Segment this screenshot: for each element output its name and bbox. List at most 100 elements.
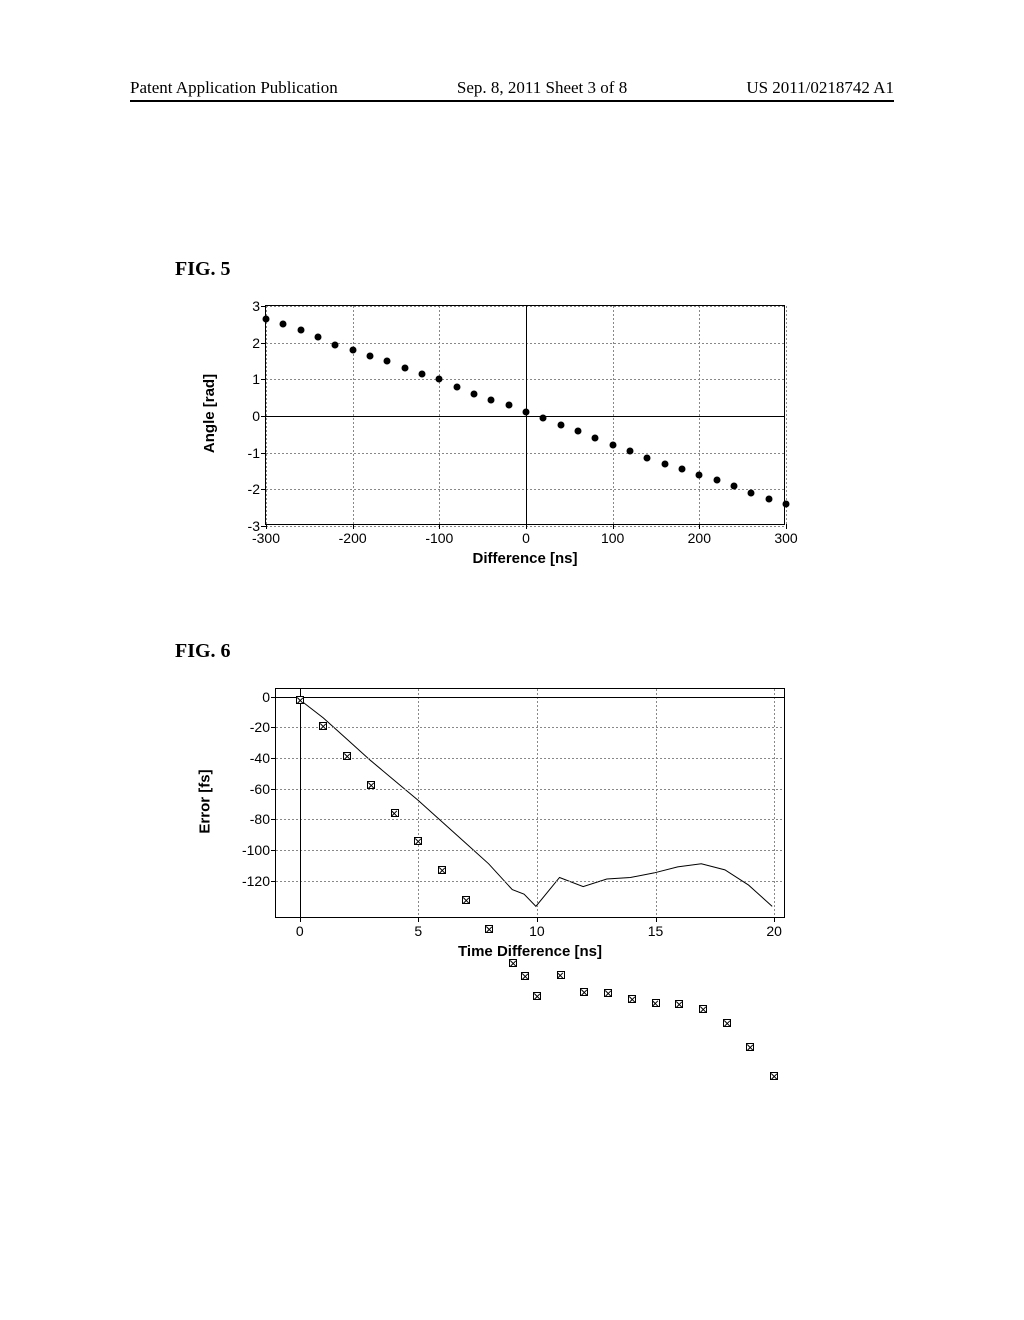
xtick-label: -200 <box>339 524 367 546</box>
ytick-label: -40 <box>250 750 276 766</box>
data-marker <box>384 358 391 365</box>
data-marker <box>713 477 720 484</box>
data-marker <box>699 1005 707 1013</box>
fig6-plot-area: -120-100-80-60-40-20005101520 <box>275 688 785 918</box>
data-marker <box>319 722 327 730</box>
ytick-label: 2 <box>252 335 266 351</box>
xtick-label: 100 <box>601 524 624 546</box>
gridline-v <box>353 306 354 524</box>
xtick-label: 20 <box>766 917 782 939</box>
data-marker <box>296 696 304 704</box>
data-marker <box>540 414 547 421</box>
data-marker <box>604 989 612 997</box>
data-marker <box>679 466 686 473</box>
ytick-label: 3 <box>252 298 266 314</box>
data-marker <box>533 992 541 1000</box>
data-marker <box>438 866 446 874</box>
gridline-v <box>656 689 657 917</box>
figure-5-chart: -3-2-10123-300-200-1000100200300 Angle [… <box>175 295 805 575</box>
gridline-h <box>276 758 784 759</box>
data-marker <box>652 999 660 1007</box>
data-marker <box>644 455 651 462</box>
fig6-xlabel: Time Difference [ns] <box>458 943 602 960</box>
data-marker <box>453 383 460 390</box>
gridline-v <box>786 306 787 524</box>
header-left: Patent Application Publication <box>130 78 338 98</box>
gridline-v <box>699 306 700 524</box>
data-marker <box>414 837 422 845</box>
xtick-label: 0 <box>522 524 530 546</box>
data-marker <box>723 1019 731 1027</box>
ytick-label: -80 <box>250 811 276 827</box>
data-marker <box>263 315 270 322</box>
ytick-label: -60 <box>250 781 276 797</box>
data-marker <box>627 447 634 454</box>
gridline-v <box>418 689 419 917</box>
header-rule <box>130 100 894 102</box>
ytick-label: -1 <box>248 445 266 461</box>
data-marker <box>628 995 636 1003</box>
fig5-ylabel: Angle [rad] <box>201 374 218 453</box>
data-marker <box>731 482 738 489</box>
ytick-label: 0 <box>252 408 266 424</box>
data-marker <box>575 427 582 434</box>
gridline-h <box>266 489 784 490</box>
xtick-label: 15 <box>648 917 664 939</box>
data-marker <box>523 409 530 416</box>
page-header: Patent Application Publication Sep. 8, 2… <box>0 78 1024 98</box>
data-marker <box>783 501 790 508</box>
data-marker <box>367 781 375 789</box>
data-marker <box>488 396 495 403</box>
figure-6-label: FIG. 6 <box>175 640 231 663</box>
xtick-label: -100 <box>425 524 453 546</box>
data-marker <box>419 370 426 377</box>
gridline-v <box>537 689 538 917</box>
header-right: US 2011/0218742 A1 <box>746 78 894 98</box>
xtick-label: 10 <box>529 917 545 939</box>
gridline-h <box>276 881 784 882</box>
ytick-label: -20 <box>250 719 276 735</box>
gridline-h <box>266 453 784 454</box>
data-marker <box>485 925 493 933</box>
data-marker <box>661 460 668 467</box>
data-marker <box>580 988 588 996</box>
gridline-h <box>266 343 784 344</box>
gridline-h <box>276 850 784 851</box>
xtick-label: 200 <box>688 524 711 546</box>
xtick-label: 5 <box>414 917 422 939</box>
data-marker <box>557 971 565 979</box>
fig5-plot-area: -3-2-10123-300-200-1000100200300 <box>265 305 785 525</box>
data-marker <box>765 495 772 502</box>
fig5-xlabel: Difference [ns] <box>472 550 577 567</box>
figure-5-label: FIG. 5 <box>175 258 231 281</box>
data-marker <box>343 752 351 760</box>
fig6-ylabel: Error [fs] <box>197 769 214 833</box>
data-marker <box>505 402 512 409</box>
gridline-h <box>266 306 784 307</box>
header-center: Sep. 8, 2011 Sheet 3 of 8 <box>457 78 627 98</box>
ytick-label: -2 <box>248 481 266 497</box>
data-marker <box>471 391 478 398</box>
xtick-label: 0 <box>296 917 304 939</box>
xtick-label: 300 <box>774 524 797 546</box>
xtick-label: -300 <box>252 524 280 546</box>
data-marker <box>592 435 599 442</box>
gridline-h <box>266 379 784 380</box>
ytick-label: 0 <box>262 689 276 705</box>
data-marker <box>332 341 339 348</box>
data-marker <box>436 376 443 383</box>
data-marker <box>391 809 399 817</box>
data-marker <box>280 321 287 328</box>
data-marker <box>675 1000 683 1008</box>
data-marker <box>462 896 470 904</box>
data-marker <box>367 352 374 359</box>
data-marker <box>509 959 517 967</box>
data-marker <box>315 334 322 341</box>
gridline-h <box>276 727 784 728</box>
data-marker <box>748 490 755 497</box>
gridline-h <box>276 819 784 820</box>
data-marker <box>521 972 529 980</box>
data-marker <box>746 1043 754 1051</box>
figure-6-chart: -120-100-80-60-40-20005101520 Error [fs]… <box>175 678 805 968</box>
gridline-v <box>439 306 440 524</box>
